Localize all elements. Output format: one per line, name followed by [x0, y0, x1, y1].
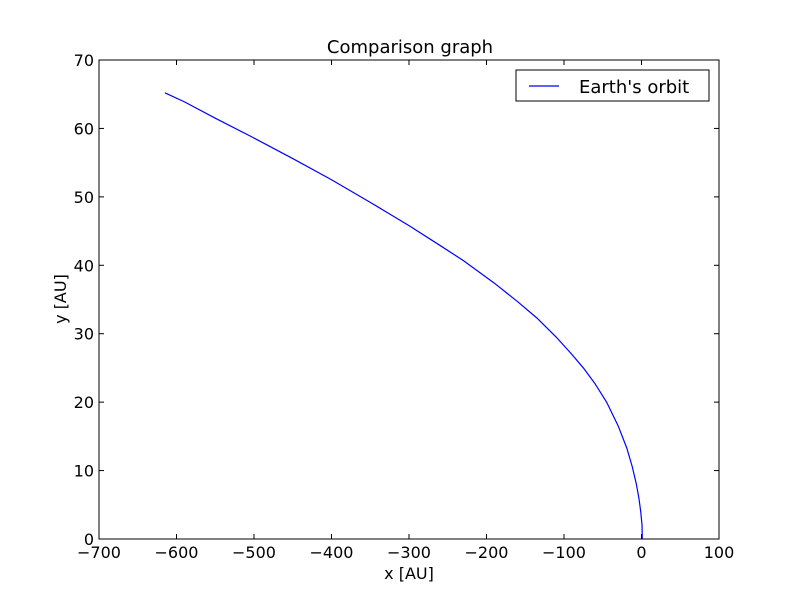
y-tick-label: 60	[74, 119, 94, 138]
y-tick-label: 30	[74, 325, 94, 344]
x-tick-label: 0	[636, 543, 646, 562]
y-axis-label: y [AU]	[51, 274, 70, 324]
series-line-earths-orbit	[164, 92, 643, 540]
x-tick-label: −600	[155, 543, 199, 562]
y-tick-label: 0	[84, 530, 94, 549]
y-tick-label: 40	[74, 256, 94, 275]
x-axis-label: x [AU]	[384, 564, 434, 583]
legend-label: Earth's orbit	[579, 77, 689, 98]
x-tick-label: −400	[310, 543, 354, 562]
chart-title: Comparison graph	[327, 37, 493, 58]
y-tick-label: 50	[74, 188, 94, 207]
x-tick-label: −500	[232, 543, 276, 562]
x-tick-label: −300	[387, 543, 431, 562]
x-tick-label: −200	[465, 543, 509, 562]
legend: Earth's orbit	[515, 69, 710, 102]
y-tick-label: 10	[74, 462, 94, 481]
x-tick-label: −700	[77, 543, 121, 562]
x-tick-label: −100	[542, 543, 586, 562]
legend-box	[515, 69, 710, 102]
y-tick-label: 70	[74, 51, 94, 70]
x-tick-label: 100	[704, 543, 735, 562]
y-tick-label: 20	[74, 393, 94, 412]
